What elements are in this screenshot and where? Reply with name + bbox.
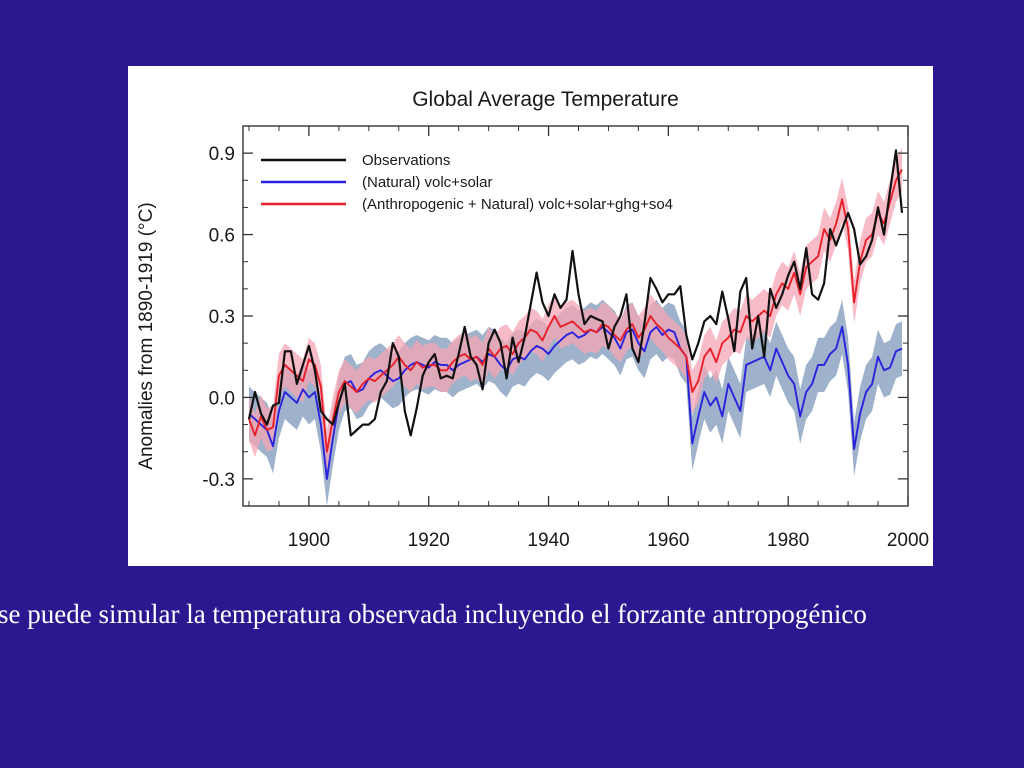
legend-item-anthropogenic-label: (Anthropogenic + Natural) volc+solar+ghg… xyxy=(362,196,673,213)
x-tick-label: 2000 xyxy=(887,530,929,551)
series-lines xyxy=(247,149,904,480)
x-tick-label: 1900 xyxy=(288,530,330,551)
x-tick-label: 1960 xyxy=(647,530,689,551)
y-tick-label: 0.6 xyxy=(209,226,235,247)
y-tick-label: 0.9 xyxy=(209,144,235,165)
y-tick-label: 0.0 xyxy=(209,388,235,409)
line-observations xyxy=(247,149,904,437)
y-tick-label: 0.3 xyxy=(209,307,235,328)
x-tick-label: 1940 xyxy=(527,530,569,551)
legend-item-observations-label: Observations xyxy=(362,152,450,169)
uncertainty-bands xyxy=(249,147,902,506)
x-tick-label: 1980 xyxy=(767,530,809,551)
chart-figure: 1900 1920 1940 1960 1980 2000 -0.3 0.0 0.3 0.6 0.9… xyxy=(128,66,933,566)
chart-title: Global Average Temperature xyxy=(412,88,679,111)
y-tick-label: -0.3 xyxy=(202,470,235,491)
band-anthropogenic xyxy=(249,147,902,474)
legend-item-natural-label: (Natural) volc+solar xyxy=(362,174,492,191)
x-tick-label: 1920 xyxy=(408,530,450,551)
line-anthropogenic xyxy=(248,168,903,453)
chart-svg: 1900 1920 1940 1960 1980 2000 -0.3 0.0 0.3 0.6 0.9… xyxy=(136,88,929,551)
legend: Observations (Natural) volc+solar (Anthrop… xyxy=(261,152,673,213)
slide-caption: se puede simular la temperatura observad… xyxy=(0,599,867,629)
axis-ticks: 1900 1920 1940 1960 1980 2000 -0.3 0.0 0.3 0.6 0.9 xyxy=(202,125,929,551)
y-axis-label: Anomalies from 1890-1919 (°C) xyxy=(136,202,157,469)
